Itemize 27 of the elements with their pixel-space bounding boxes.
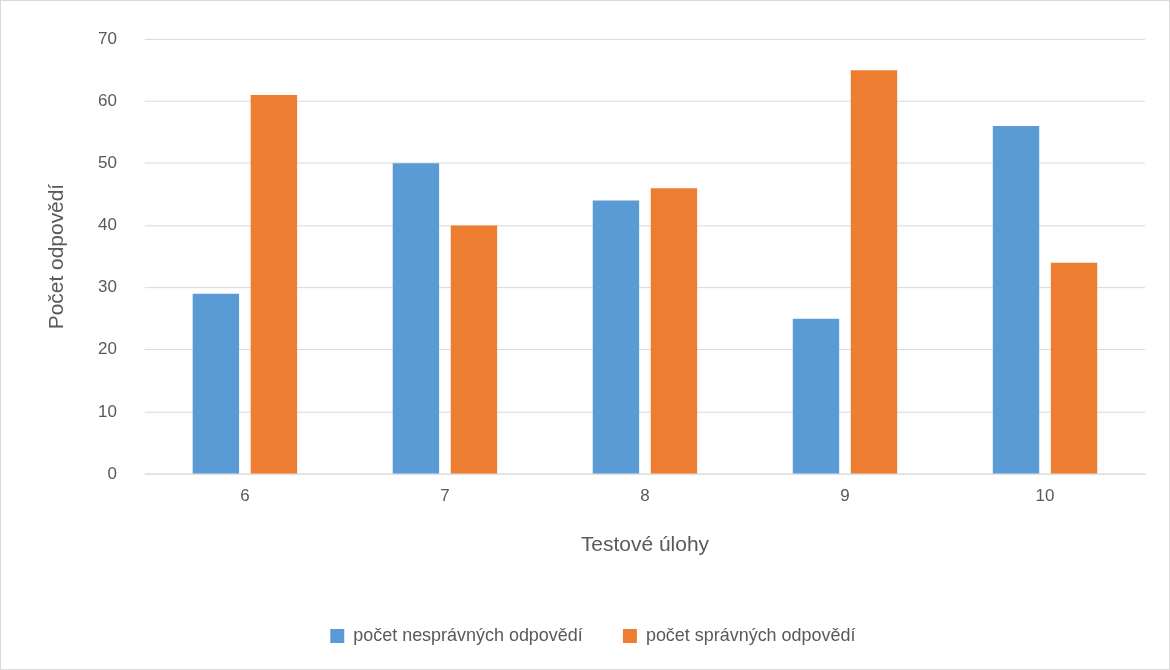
x-tick-label: 9	[840, 485, 850, 505]
bar	[850, 70, 898, 474]
bar	[192, 293, 240, 474]
x-axis-title: Testové úlohy	[580, 531, 710, 555]
y-tick-label: 10	[98, 401, 117, 421]
bar	[250, 95, 298, 474]
y-tick-label: 20	[98, 339, 117, 359]
y-tick-label: 30	[98, 277, 117, 297]
y-tick-label: 0	[107, 463, 117, 483]
bar	[1050, 262, 1098, 474]
bar	[450, 225, 498, 474]
x-tick-label: 10	[1035, 485, 1055, 505]
y-tick-label: 50	[98, 153, 117, 173]
bar	[392, 163, 440, 474]
y-tick-label: 40	[98, 215, 117, 235]
x-tick-label: 8	[640, 485, 650, 505]
y-tick-label: 70	[98, 28, 117, 48]
y-tick-label: 60	[98, 90, 117, 110]
legend-label: počet správných odpovědí	[645, 625, 856, 646]
bar	[992, 126, 1040, 474]
legend-label: počet nesprávných odpovědí	[353, 625, 583, 646]
bar	[792, 318, 840, 474]
bar	[592, 200, 640, 474]
y-axis-title: Počet odpovědí	[44, 183, 68, 330]
bar	[650, 188, 698, 474]
x-tick-label: 6	[240, 485, 250, 505]
x-tick-label: 7	[440, 485, 450, 505]
